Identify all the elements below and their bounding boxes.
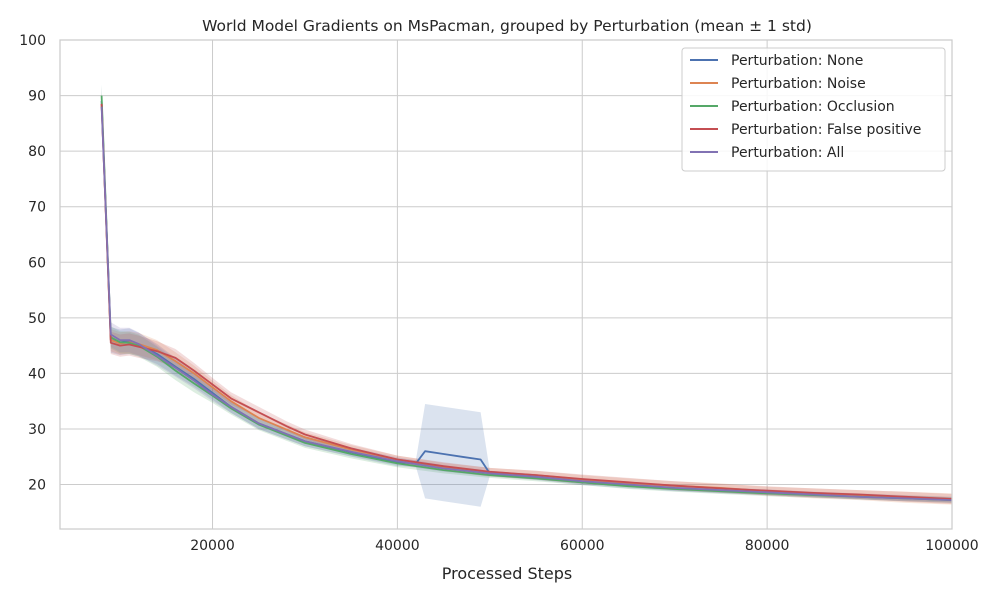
- y-tick-label: 30: [28, 422, 46, 438]
- plot-frame: [59, 39, 953, 530]
- legend-label-none: Perturbation: None: [731, 53, 863, 69]
- y-tick-label: 100: [19, 33, 46, 49]
- y-tick-label: 40: [28, 366, 46, 382]
- y-tick-label: 20: [28, 478, 46, 494]
- legend-label-occlusion: Perturbation: Occlusion: [731, 99, 895, 115]
- series-line-all: [100, 106, 953, 501]
- chart-title: World Model Gradients on MsPacman, group…: [202, 17, 812, 35]
- x-tick-label: 60000: [560, 538, 605, 554]
- legend-label-noise: Perturbation: Noise: [731, 76, 866, 92]
- x-tick-label: 20000: [190, 538, 235, 554]
- x-tick-label: 80000: [745, 538, 790, 554]
- y-tick-label: 60: [28, 255, 46, 271]
- y-tick-label: 50: [28, 311, 46, 327]
- legend-label-false_positive: Perturbation: False positive: [731, 122, 921, 138]
- legend-box: [681, 47, 946, 172]
- y-tick-label: 70: [28, 200, 46, 216]
- series-lines: [100, 95, 953, 501]
- y-tick-label: 80: [28, 144, 46, 160]
- x-axis-label: Processed Steps: [442, 564, 573, 583]
- x-tick-label: 100000: [925, 538, 978, 554]
- x-tick-label: 40000: [375, 538, 420, 554]
- tick-labels: 20000 40000 60000 80000 100000 20 30 40 50 60 70 80…: [19, 33, 978, 554]
- y-tick-label: 90: [28, 89, 46, 105]
- legend-label-all: Perturbation: All: [731, 145, 844, 161]
- legend: Perturbation: None Perturbation: Noise Per…: [681, 47, 946, 172]
